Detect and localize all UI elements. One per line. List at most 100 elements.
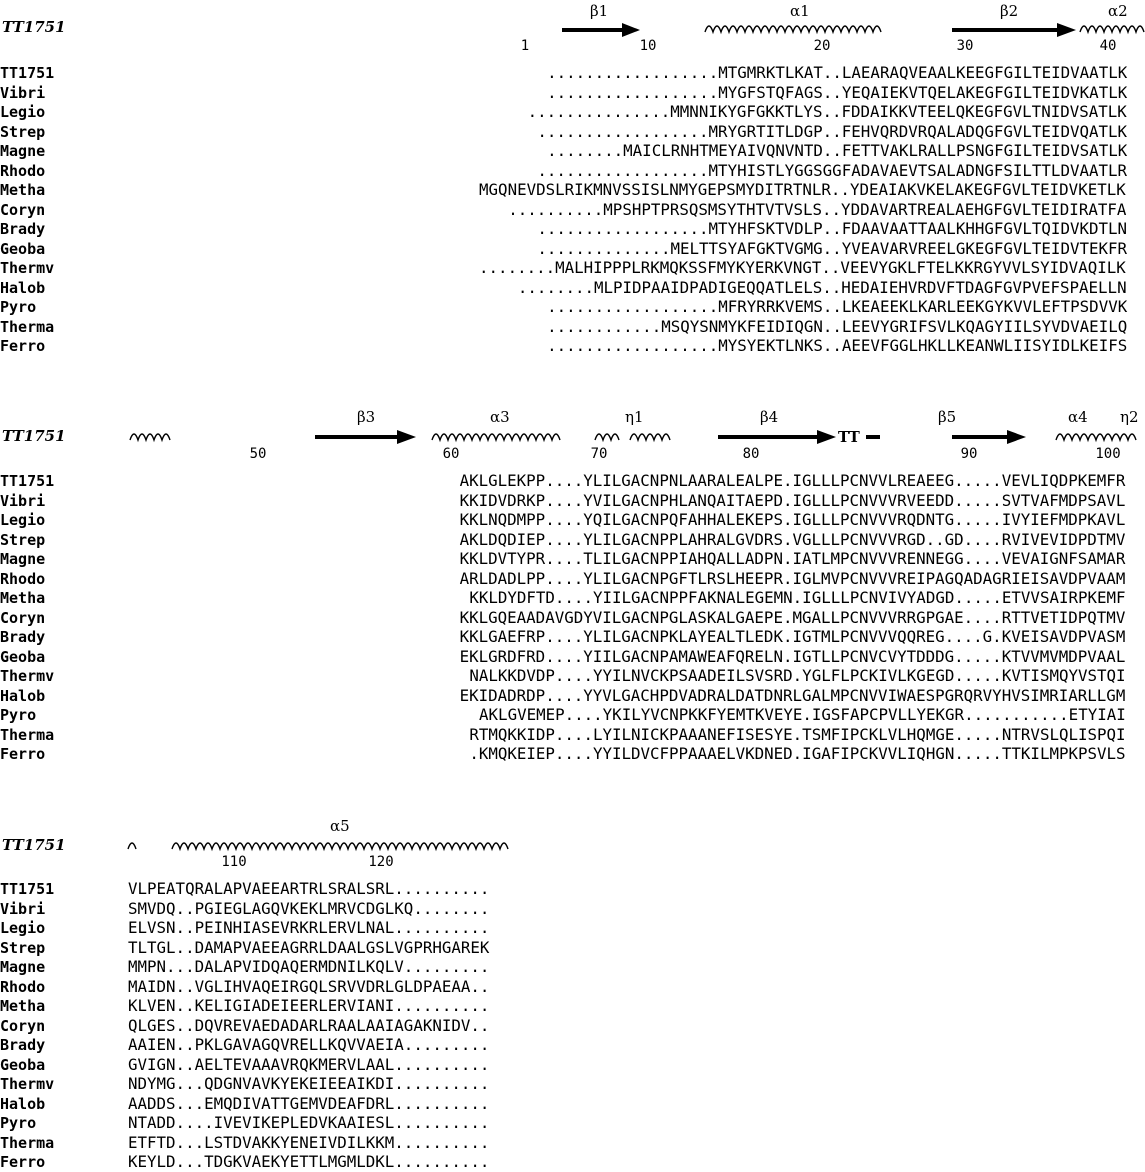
sequence-row: KLVEN..KELIGIADEIEERLERVIANI.......... xyxy=(128,996,490,1015)
sequence-name: Geoba xyxy=(0,647,46,666)
sequence-row: AKLGVEMEP....YKILYVCNPKKFYEMTKVEYE.IGSFA… xyxy=(479,705,1126,724)
ruler-number: 60 xyxy=(442,446,460,462)
ruler-number: 80 xyxy=(742,446,760,462)
ss-turn: TT xyxy=(838,428,860,446)
ruler-number: 70 xyxy=(590,446,608,462)
ruler-number: 10 xyxy=(639,38,657,54)
sequence-name: Thermv xyxy=(0,259,55,277)
sequence-row: ...............MMNNIKYGFGKKTLYS..FDDAIKK… xyxy=(527,102,1127,121)
sequence-row: KKLDYDFTD....YIILGACNPPFAKNALEGEMN.IGLLL… xyxy=(469,588,1126,607)
reference-label: TT1751 xyxy=(2,836,66,854)
sequence-row: AAIEN..PKLGAVAGQVRELLKQVVAEIA......... xyxy=(128,1035,490,1054)
sequence-name: Magne xyxy=(0,958,46,976)
beta-strand-arrow xyxy=(952,430,1026,444)
sequence-name: Halob xyxy=(0,278,46,297)
sequence-row: KKLNQDMPP....YQILGACNPQFAHHALEKEPS.IGLLL… xyxy=(459,510,1126,529)
sequence-row: AADDS...EMQDIVATTGEMVDEAFDRL.......... xyxy=(128,1093,490,1113)
sequence-name: Pyro xyxy=(0,298,37,316)
ss-alpha4: α4 xyxy=(1068,408,1088,426)
sequence-row: .KMQKEIEP....YYILDVCFPPAAAELVKDNED.IGAFI… xyxy=(469,744,1126,763)
sequence-row: ..................MRYGRTITLDGP..FEHVQRDV… xyxy=(537,121,1128,141)
beta-strand-arrow xyxy=(562,23,640,37)
sequence-row: MAIDN..VGLIHVAQEIRGQLSRVVDRLGLDPAEAA.. xyxy=(128,976,490,996)
sequence-name: Ferro xyxy=(0,1153,46,1171)
ss-alpha2: α2 xyxy=(1108,2,1128,20)
sequence-name: Metha xyxy=(0,181,46,199)
sequence-row: ..................MFRYRRKVEMS..LKEAEEKLK… xyxy=(547,297,1128,316)
sequence-name: TT1751 xyxy=(0,64,55,82)
sequence-row: NTADD....IVEVIKEPLEDVKAAIESL.......... xyxy=(128,1113,490,1132)
sequence-row: MMPN...DALAPVIDQAQERMDNILKQLV......... xyxy=(128,957,490,976)
sequence-name: Coryn xyxy=(0,200,46,219)
alpha-helix-coil xyxy=(1055,433,1137,443)
eta-helix-coil xyxy=(629,433,671,443)
sequence-name: Magne xyxy=(0,142,46,160)
sequence-row: KEYLD...TDGKVAEKYETTLMGMLDKL.......... xyxy=(128,1152,490,1171)
ruler-number: 110 xyxy=(221,854,247,870)
sequence-name: Strep xyxy=(0,122,46,141)
sequence-row: EKLGRDFRD....YIILGACNPAMAWEAFQRELN.IGTLL… xyxy=(459,646,1126,666)
beta-strand-arrow xyxy=(952,23,1076,37)
ss-beta2: β2 xyxy=(1000,2,1019,20)
sequence-name: Strep xyxy=(0,530,46,549)
alpha-helix-coil xyxy=(129,433,171,443)
alpha-helix-coil xyxy=(704,25,882,35)
sequence-row: ..................MYSYEKTLNKS..AEEVFGGLH… xyxy=(547,336,1128,355)
sequence-row: NDYMG...QDGNVAVKYEKEIEEAIKDI.......... xyxy=(128,1074,490,1093)
sequence-row: ..................MTGMRKTLKAT..LAEARAQVE… xyxy=(547,63,1128,82)
sequence-name: Rhodo xyxy=(0,977,46,996)
sequence-name: Metha xyxy=(0,589,46,607)
sequence-row: ..................MYGFSTQFAGS..YEQAIEKVT… xyxy=(547,82,1128,102)
ruler-number: 50 xyxy=(249,446,267,462)
ruler-number: 1 xyxy=(520,38,530,54)
ruler-number: 30 xyxy=(956,38,974,54)
sequence-name: Geoba xyxy=(0,1055,46,1074)
sequence-name: Halob xyxy=(0,686,46,705)
sequence-row: KKLGAEFRP....YLILGACNPKLAYEALTLEDK.IGTML… xyxy=(459,627,1126,646)
beta-strand-arrow xyxy=(315,430,416,444)
sequence-name: Pyro xyxy=(0,1114,37,1132)
sequence-row: KKLDVTYPR....TLILGACNPPIAHQALLADPN.IATLM… xyxy=(459,549,1126,568)
sequence-row: ..................MTYHFSKTVDLP..FDAAVAAT… xyxy=(537,219,1128,238)
sequence-name: Ferro xyxy=(0,337,46,355)
sequence-name: Coryn xyxy=(0,608,46,627)
sequence-name: Vibri xyxy=(0,899,46,918)
sequence-name: Legio xyxy=(0,511,46,529)
sequence-name: Brady xyxy=(0,628,46,646)
sequence-name: Brady xyxy=(0,1036,46,1054)
ruler-number: 40 xyxy=(1099,38,1117,54)
sequence-row: VLPEATQRALAPVAEEARTRLSRALSRL.......... xyxy=(128,879,490,898)
sequence-name: Pyro xyxy=(0,706,37,724)
sequence-name: Therma xyxy=(0,317,55,336)
sequence-name: Therma xyxy=(0,1133,55,1152)
ruler-number: 90 xyxy=(960,446,978,462)
sequence-name: Ferro xyxy=(0,745,46,763)
sequence-row: ..............MELTTSYAFGKTVGMG..YVEAVARV… xyxy=(537,238,1128,258)
sequence-row: QLGES..DQVREVAEDADARLRAALAAIAGAKNIDV.. xyxy=(128,1015,490,1035)
sequence-name: Therma xyxy=(0,725,55,744)
sequence-row: AKLDQDIEP....YLILGACNPPLAHRALGVDRS.VGLLL… xyxy=(459,529,1126,549)
sequence-row: ........MAICLRNHTMEYAIVQNVNTD..FETTVAKLR… xyxy=(547,141,1128,160)
sequence-name: Halob xyxy=(0,1094,46,1113)
ruler-number: 20 xyxy=(813,38,831,54)
sequence-row: EKIDADRDP....YYVLGACHPDVADRALDATDNRLGALM… xyxy=(459,685,1126,705)
sequence-name: Vibri xyxy=(0,83,46,102)
ss-beta3: β3 xyxy=(357,408,376,426)
ruler-number: 100 xyxy=(1095,446,1121,462)
eta-helix-coil xyxy=(594,433,620,443)
sequence-row: KKIDVDRKP....YVILGACNPHLANQAITAEPD.IGLLL… xyxy=(459,490,1126,510)
sequence-name: Brady xyxy=(0,220,46,238)
ss-beta1: β1 xyxy=(590,2,609,20)
ss-alpha5: α5 xyxy=(330,817,350,835)
sequence-name: Coryn xyxy=(0,1016,46,1035)
alpha-helix-coil xyxy=(127,842,137,850)
sequence-name: Strep xyxy=(0,938,46,957)
sequence-row: ELVSN..PEINHIASEVRKRLERVLNAL.......... xyxy=(128,918,490,937)
sequence-name: Vibri xyxy=(0,491,46,510)
ss-beta5: β5 xyxy=(938,408,957,426)
reference-label: TT1751 xyxy=(2,18,66,36)
sequence-name: Rhodo xyxy=(0,569,46,588)
beta-strand-arrow xyxy=(718,430,836,444)
